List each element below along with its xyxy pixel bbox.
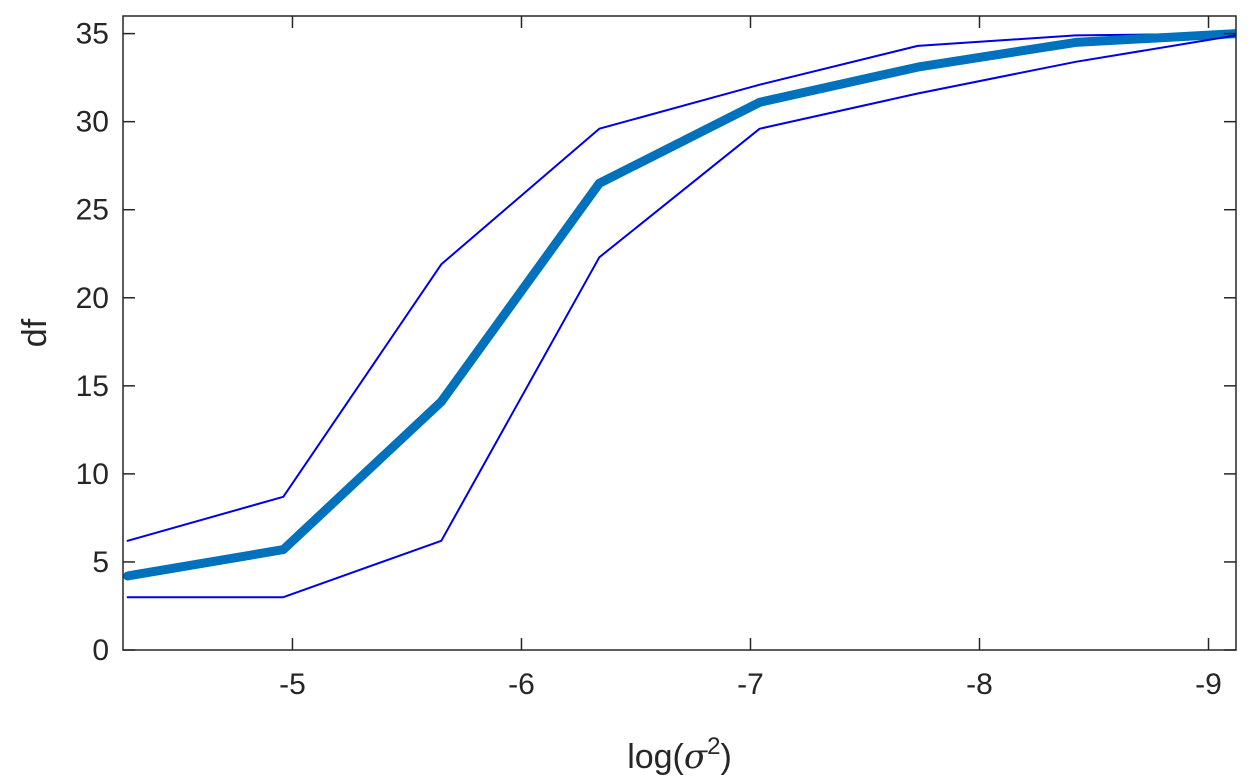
plot-frame [122,15,1237,651]
series-line-lower [126,34,1236,599]
series-line-central [123,29,1236,581]
y-tick-label: 10 [76,458,109,491]
series-layer [123,29,1236,599]
x-axis-label-symbol: σ [684,737,708,777]
tick-layer [123,16,1236,651]
y-tick-label: 25 [76,194,109,227]
x-axis-label-suffix: ) [720,738,731,776]
y-tick-label: 20 [76,282,109,315]
y-tick-label: 35 [76,18,109,51]
x-tick-label: -5 [279,668,306,701]
x-axis-label-superscript: 2 [707,733,720,760]
x-axis-label: log(σ2) [627,733,732,777]
x-axis-label-prefix: log( [627,738,684,776]
x-tick-label: -7 [737,668,764,701]
y-tick-label: 30 [76,106,109,139]
y-tick-label: 15 [76,370,109,403]
label-layer: 0 5 10 15 20 25 30 35 -5 -6 -7 -8 -9 [76,18,1222,701]
x-tick-label: -9 [1195,668,1222,701]
y-axis-label: df [16,318,54,347]
series-line-upper [126,32,1236,542]
x-tick-label: -8 [966,668,993,701]
y-tick-label: 5 [92,546,109,579]
x-tick-label: -6 [508,668,535,701]
y-tick-label: 0 [92,634,109,667]
